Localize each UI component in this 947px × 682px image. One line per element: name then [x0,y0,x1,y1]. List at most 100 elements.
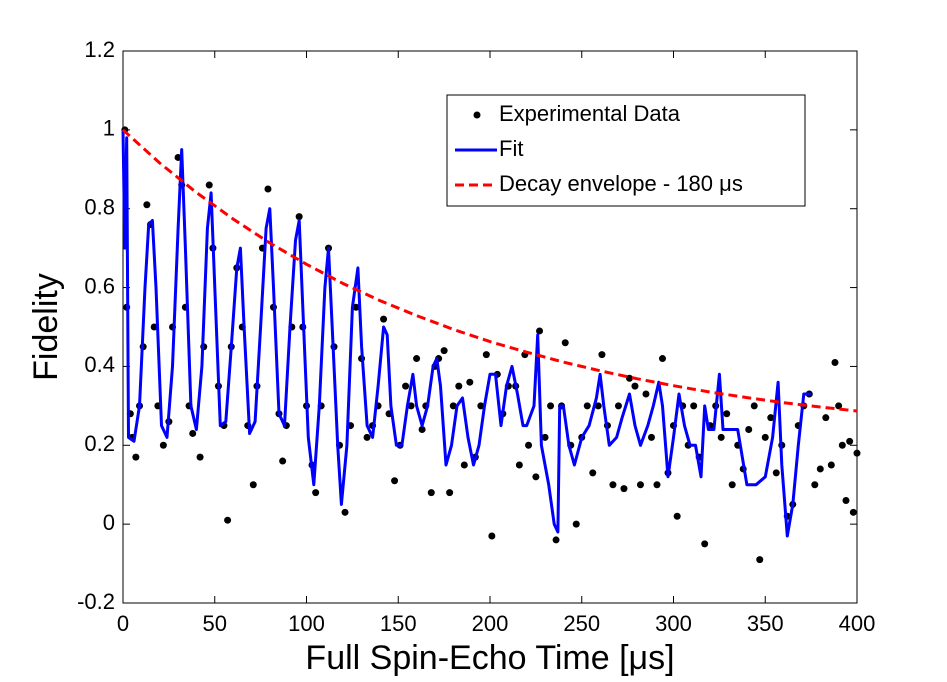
x-axis-label: Full Spin-Echo Time [μs] [305,639,674,677]
legend-label: Fit [499,136,523,161]
data-point [658,355,666,363]
data-point [449,402,457,410]
data-point [849,508,857,516]
legend-label: Experimental Data [499,101,681,126]
data-point [547,402,555,410]
data-point [440,347,448,355]
y-tick-label: 0.6 [84,273,115,298]
data-point [418,426,426,434]
data-point [532,473,540,481]
data-point [391,477,399,485]
data-point [589,469,597,477]
data-point [482,351,490,359]
data-point [838,441,846,449]
x-tick-label: 350 [747,611,784,636]
data-point [189,429,197,437]
data-point [446,489,454,497]
data-point [822,414,830,422]
data-point [402,382,410,390]
x-tick-label: 150 [380,611,417,636]
data-point [515,461,523,469]
data-point [745,426,753,434]
data-point [561,339,569,347]
data-point [488,532,496,540]
envelope-line [121,128,858,413]
y-tick-label: 0 [103,510,115,535]
data-point [150,323,158,331]
data-point [647,433,655,441]
data-point [811,481,819,489]
data-point [842,496,850,504]
data-point [132,453,140,461]
data-point [853,449,861,457]
data-point [407,402,415,410]
data-point [598,351,606,359]
fit-line [121,129,812,538]
data-point [761,433,769,441]
data-point [620,485,628,493]
legend-label: Decay envelope - 180 μs [499,171,743,196]
y-tick-label: 0.4 [84,352,115,377]
data-point [249,481,257,489]
legend-box [446,94,806,207]
data-point [279,457,287,465]
data-point [831,358,839,366]
x-tick-label: 0 [117,611,129,636]
x-tick-label: 200 [472,611,509,636]
data-point [460,461,468,469]
data-point [614,402,622,410]
data-point [477,402,485,410]
x-tick-label: 250 [563,611,600,636]
y-tick-label: 0.2 [84,431,115,456]
data-point [827,461,835,469]
y-tick-label: 1 [103,116,115,141]
data-point [690,402,698,410]
data-point [427,489,435,497]
data-point [625,374,633,382]
x-tick-label: 100 [288,611,325,636]
x-tick-label: 50 [203,611,227,636]
data-point [363,433,371,441]
data-point [466,378,474,386]
y-tick-label: 0.8 [84,195,115,220]
data-point [767,414,775,422]
data-point [341,508,349,516]
y-tick-label: 1.2 [84,37,115,62]
data-point [541,433,549,441]
data-point [380,315,388,323]
data-point [525,441,533,449]
y-axis-label: Fidelity [27,273,65,381]
data-point [143,201,151,209]
x-tick-label: 400 [839,611,876,636]
data-point [413,355,421,363]
data-point [159,441,167,449]
data-point [756,556,764,564]
data-point [594,402,602,410]
data-point [750,402,758,410]
data-point [264,185,272,193]
data-point [572,520,580,528]
data-point [835,402,843,410]
data-point [653,481,661,489]
data-point [816,465,824,473]
data-point [224,516,232,524]
data-point [636,481,644,489]
data-point [642,390,650,398]
data-point [631,382,639,390]
data-point [583,402,591,410]
data-point [728,481,736,489]
data-point [701,540,709,548]
x-tick-label: 300 [655,611,692,636]
data-point [552,536,560,544]
data-point [455,382,463,390]
data-point [723,410,731,418]
data-point [536,327,544,335]
data-point [846,437,854,445]
data-point [312,489,320,497]
data-point [196,453,204,461]
y-tick-label: -0.2 [77,589,115,614]
data-point [717,433,725,441]
data-point [772,469,780,477]
data-point [609,481,617,489]
